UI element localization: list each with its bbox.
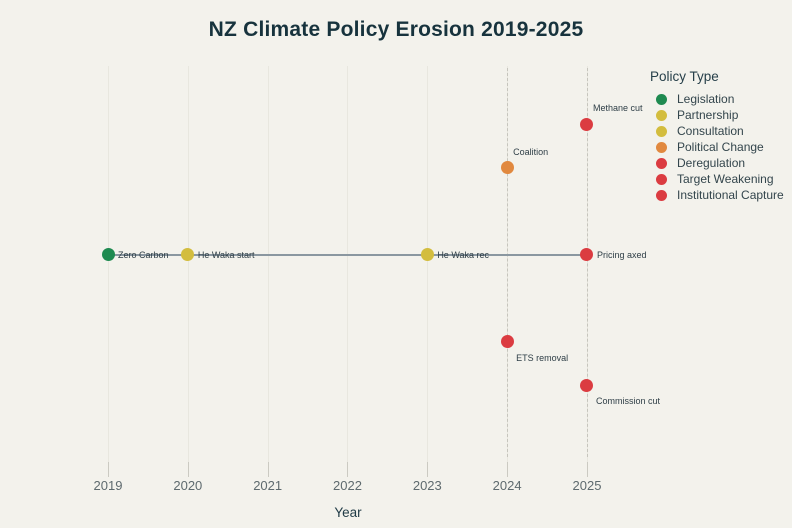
legend-item-label: Target Weakening — [677, 172, 774, 186]
legend-item-label: Consultation — [677, 124, 744, 138]
data-point-he-waka-rec[interactable] — [420, 248, 434, 261]
legend-items: Legislation Partnership Consultation Politi… — [650, 91, 784, 203]
legend-item-institutional-capture[interactable]: Institutional Capture — [650, 187, 784, 203]
legend-swatch-icon — [656, 109, 667, 121]
x-tick-2022 — [347, 462, 349, 477]
data-point-commission-cut[interactable] — [580, 378, 594, 392]
point-label-pricing-axed: Pricing axed — [596, 249, 647, 260]
chart-title: NZ Climate Policy Erosion 2019-2025 — [208, 18, 584, 41]
legend-item-deregulation[interactable]: Deregulation — [650, 155, 784, 171]
x-tick-2020 — [187, 462, 189, 477]
point-label-methane-cut: Methane cut — [592, 103, 643, 113]
x-tick-label-2021: 2021 — [253, 478, 283, 493]
x-tick-label-2025: 2025 — [572, 478, 602, 493]
point-label-he-waka-rec: He Waka rec — [437, 249, 489, 260]
x-tick-2023 — [427, 462, 429, 477]
legend-swatch-icon — [656, 173, 667, 185]
x-tick-label-2022: 2022 — [333, 478, 362, 493]
legend-swatch-icon — [656, 141, 667, 153]
legend-item-target-weakening[interactable]: Target Weakening — [650, 171, 784, 187]
data-point-methane-cut[interactable] — [580, 117, 594, 131]
year-gridline-2019 — [108, 66, 109, 470]
legend-swatch-icon — [656, 93, 667, 105]
legend-item-label: Deregulation — [677, 156, 746, 170]
year-gridline-2022 — [347, 66, 349, 470]
legend-item-legislation[interactable]: Legislation — [650, 91, 784, 107]
year-gridline-2021 — [267, 66, 269, 470]
x-tick-2025 — [586, 462, 588, 477]
data-point-zero-carbon[interactable] — [101, 248, 115, 261]
data-point-he-waka-start[interactable] — [181, 248, 195, 261]
x-tick-label-2023: 2023 — [412, 478, 442, 493]
legend-item-label: Institutional Capture — [677, 188, 784, 202]
legend-item-label: Partnership — [677, 108, 739, 122]
legend-item-partnership[interactable]: Partnership — [650, 107, 784, 123]
dashed-guide-2024 — [507, 68, 509, 457]
data-point-pricing-axed[interactable] — [580, 248, 594, 261]
x-tick-label-2020: 2020 — [173, 478, 203, 493]
point-label-ets-removal: ETS removal — [516, 352, 569, 363]
legend: Policy Type Legislation Partnership Consul… — [650, 69, 784, 203]
legend-swatch-icon — [656, 157, 667, 169]
legend-item-political-change[interactable]: Political Change — [650, 139, 784, 155]
year-gridline-2023 — [427, 66, 429, 470]
data-point-ets-removal[interactable] — [500, 335, 514, 348]
data-point-coalition[interactable] — [500, 161, 514, 174]
legend-title: Policy Type — [650, 69, 719, 84]
x-tick-label-2024: 2024 — [492, 478, 522, 493]
x-tick-2021 — [267, 462, 269, 477]
dashed-guide-2025 — [586, 68, 588, 457]
x-axis-label: Year — [334, 505, 362, 520]
point-label-commission-cut: Commission cut — [595, 396, 660, 406]
point-label-coalition: Coalition — [513, 146, 549, 157]
timeline-baseline — [108, 253, 587, 256]
legend-item-consultation[interactable]: Consultation — [650, 123, 784, 139]
x-tick-2019 — [108, 462, 109, 477]
year-gridline-2020 — [187, 66, 189, 470]
point-label-zero-carbon: Zero Carbon — [118, 249, 169, 260]
legend-item-label: Legislation — [677, 92, 735, 106]
x-tick-label-2019: 2019 — [93, 478, 123, 493]
point-label-he-waka-start: He Waka start — [197, 249, 255, 260]
legend-item-label: Political Change — [677, 140, 764, 154]
legend-swatch-icon — [656, 125, 667, 137]
legend-swatch-icon — [656, 189, 667, 201]
x-tick-2024 — [507, 462, 509, 477]
